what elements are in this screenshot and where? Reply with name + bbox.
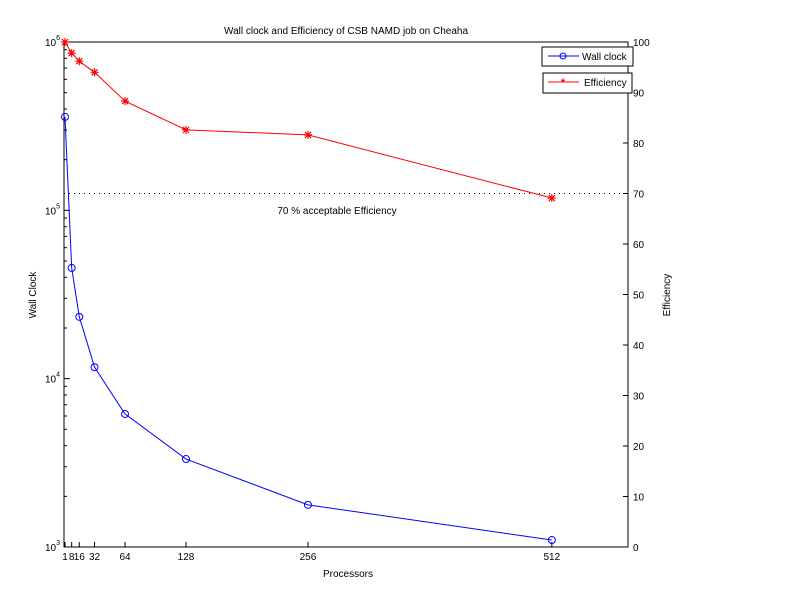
plot-frame bbox=[63, 41, 629, 548]
y-axis-left-label: Wall Clock bbox=[28, 271, 39, 319]
y-right-tick-label: 30 bbox=[633, 392, 645, 403]
y-right-tick-label: 90 bbox=[633, 89, 645, 100]
y-right-tick-label: 20 bbox=[633, 442, 645, 453]
y-right-tick-label: 100 bbox=[633, 38, 650, 49]
data-point-circle bbox=[90, 363, 99, 372]
data-point-star bbox=[67, 49, 76, 58]
x-tick-label: 1 bbox=[62, 552, 68, 563]
x-tick-label: 512 bbox=[543, 552, 560, 563]
y-right-tick-label: 80 bbox=[633, 139, 645, 150]
y-right-tick-label: 10 bbox=[633, 493, 645, 504]
x-tick-label: 8 bbox=[69, 552, 75, 563]
y-left-tick-label: 103 bbox=[45, 540, 60, 554]
y-axis-right-label: Efficiency bbox=[662, 274, 673, 317]
x-tick-label: 16 bbox=[74, 552, 86, 563]
data-point-star bbox=[181, 125, 190, 134]
series-line-efficiency bbox=[64, 41, 552, 199]
y-right-tick-label: 60 bbox=[633, 240, 645, 251]
y-right-tick-label: 70 bbox=[633, 190, 645, 201]
data-point-circle bbox=[75, 312, 84, 321]
x-axis-label: Processors bbox=[323, 569, 373, 580]
data-point-circle bbox=[181, 455, 190, 464]
legend-label: Efficiency bbox=[584, 78, 627, 89]
x-tick-label: 128 bbox=[178, 552, 195, 563]
y-right-tick-label: 50 bbox=[633, 291, 645, 302]
data-point-star bbox=[75, 57, 84, 66]
x-tick-label: 32 bbox=[89, 552, 101, 563]
data-point-star bbox=[121, 97, 130, 106]
y-left-tick-label: 104 bbox=[45, 372, 60, 386]
x-tick-label: 256 bbox=[300, 552, 317, 563]
legend-star-marker-icon: * bbox=[561, 77, 566, 89]
data-point-star bbox=[303, 130, 312, 139]
reference-line-label: 70 % acceptable Efficiency bbox=[277, 206, 396, 217]
data-point-circle bbox=[61, 112, 69, 121]
y-right-tick-label: 40 bbox=[633, 341, 645, 352]
data-point-star bbox=[90, 68, 99, 77]
data-point-circle bbox=[547, 536, 556, 545]
data-point-circle bbox=[121, 409, 130, 418]
legend-circle-marker-icon bbox=[559, 52, 567, 60]
data-point-star bbox=[61, 38, 69, 46]
y-left-tick-label: 106 bbox=[45, 35, 60, 49]
data-point-star bbox=[547, 194, 556, 203]
y-right-tick-label: 0 bbox=[633, 543, 639, 554]
legend-efficiency: * Efficiency bbox=[542, 72, 633, 94]
x-tick-label: 64 bbox=[119, 552, 131, 563]
y-left-tick-label: 105 bbox=[45, 203, 60, 217]
chart-title: Wall clock and Efficiency of CSB NAMD jo… bbox=[224, 26, 468, 37]
series-line-wall-clock bbox=[64, 116, 552, 541]
data-point-circle bbox=[303, 500, 312, 509]
legend-label: Wall clock bbox=[582, 52, 628, 63]
legend-wall-clock: Wall clock bbox=[541, 46, 634, 67]
data-point-circle bbox=[67, 263, 76, 272]
